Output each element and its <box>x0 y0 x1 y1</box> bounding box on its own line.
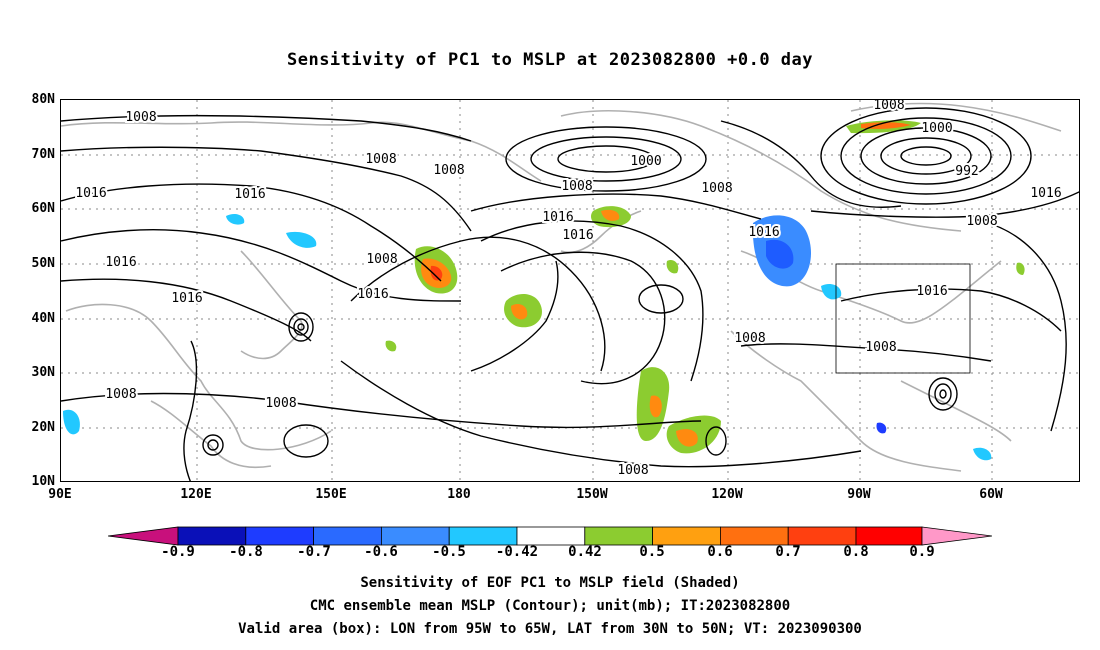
lon-label-120e: 120E <box>180 487 212 502</box>
colorbar-swatch <box>720 526 789 546</box>
lat-label-60n: 60N <box>31 201 55 216</box>
shade-negative-pacific <box>876 422 887 434</box>
contour-label: 1016 <box>75 186 106 201</box>
colorbar-tick-label: -0.9 <box>161 544 195 560</box>
contour-label: 992 <box>955 164 978 179</box>
colorbar-left-arrow <box>108 526 179 546</box>
contour-label: 1008 <box>617 463 648 478</box>
contour-label: 1016 <box>916 284 947 299</box>
graticule <box>61 100 1079 481</box>
contour-label: 1016 <box>171 291 202 306</box>
contour-label: 1008 <box>734 331 765 346</box>
colorbar-tick-label: -0.6 <box>364 544 398 560</box>
shade-positive-misc2 <box>666 260 679 274</box>
shade-orange-160w <box>511 304 528 320</box>
lat-label-30n: 30N <box>31 365 55 380</box>
colorbar-swatch <box>177 526 247 546</box>
colorbar-swatch <box>787 526 857 546</box>
colorbar-swatch <box>313 526 382 546</box>
lon-label-150e: 150E <box>315 487 347 502</box>
caption-line-2: CMC ensemble mean MSLP (Contour); unit(m… <box>309 598 791 614</box>
lat-label-10n: 10N <box>31 474 55 489</box>
lon-label-180: 180 <box>447 487 471 502</box>
contour-label: 1008 <box>966 214 997 229</box>
lon-label-150w: 150W <box>576 487 608 502</box>
lat-label-20n: 20N <box>31 420 55 435</box>
colorbar-swatch <box>516 526 586 546</box>
caption-line-1: Sensitivity of EOF PC1 to MSLP field (Sh… <box>360 575 740 591</box>
mslp-contours <box>61 107 1079 481</box>
shade-negative-ne-asia <box>226 213 245 225</box>
shade-positive-misc1 <box>385 340 397 352</box>
colorbar-swatch <box>584 526 653 546</box>
colorbar-tick-label: -0.7 <box>297 544 331 560</box>
caption-line-3: Valid area (box): LON from 95W to 65W, L… <box>238 621 862 637</box>
colorbar-swatch <box>652 526 721 546</box>
shade-orange-150w <box>601 209 620 221</box>
lon-label-60w: 60W <box>979 487 1003 502</box>
valid-area-box <box>835 263 971 374</box>
contour-label: 1000 <box>630 154 661 169</box>
colorbar-tick-label: 0.9 <box>909 544 935 560</box>
colorbar-tick-label: 0.7 <box>775 544 801 560</box>
contour-label: 1008 <box>105 387 136 402</box>
colorbar-swatch <box>855 526 923 546</box>
lon-label-90e: 90E <box>48 487 72 502</box>
colorbar-tick-label: 0.8 <box>843 544 869 560</box>
shade-orange-130w <box>649 395 662 418</box>
shade-red-dateline <box>430 265 443 281</box>
lat-label-70n: 70N <box>31 147 55 162</box>
colorbar-swatch <box>380 526 450 546</box>
lon-label-120w: 120W <box>711 487 743 502</box>
chart-title: Sensitivity of PC1 to MSLP at 2023082800… <box>286 50 813 70</box>
contour-label: 1016 <box>1030 186 1061 201</box>
map-canvas: 1008 1000 1008 1016 1016 1008 1008 1000 … <box>61 100 1079 481</box>
contour-label: 1016 <box>562 228 593 243</box>
colorbar-tick-label: -0.42 <box>495 544 539 560</box>
sensitivity-shading <box>63 120 1025 461</box>
contour-label: 1016 <box>748 225 779 240</box>
lat-label-40n: 40N <box>31 311 55 326</box>
contour-label-group: 1008 1000 1008 1016 1016 1008 1008 1000 … <box>73 100 1063 480</box>
colorbar <box>108 526 992 546</box>
contour-label: 1016 <box>542 210 573 225</box>
contour-label: 1008 <box>365 152 396 167</box>
contour-label: 1008 <box>366 252 397 267</box>
contour-label: 1008 <box>561 179 592 194</box>
shade-orange-120w <box>676 429 698 447</box>
colorbar-tick-label: -0.8 <box>229 544 263 560</box>
lat-label-50n: 50N <box>31 256 55 271</box>
shade-negative-bay-bengal <box>63 409 80 435</box>
colorbar-swatch <box>245 526 315 546</box>
shade-orange-arctic <box>861 122 911 129</box>
contour-label: 1008 <box>265 396 296 411</box>
colorbar-tick-label: -0.5 <box>432 544 466 560</box>
coastlines <box>61 102 1062 472</box>
lat-label-80n: 80N <box>31 92 55 107</box>
map-panel: 1008 1000 1008 1016 1016 1008 1008 1000 … <box>60 99 1080 482</box>
contour-label: 1016 <box>234 187 265 202</box>
shade-positive-atlantic <box>1016 262 1025 275</box>
contour-label: 1008 <box>865 340 896 355</box>
colorbar-right-arrow <box>921 526 992 546</box>
shade-negative-caribbean <box>973 447 992 461</box>
contour-label: 1016 <box>357 287 388 302</box>
contour-label: 1008 <box>701 181 732 196</box>
contour-label: 1008 <box>433 163 464 178</box>
contour-label: 1008 <box>125 110 156 125</box>
contour-label: 1000 <box>921 121 952 136</box>
colorbar-swatch <box>448 526 518 546</box>
shade-negative-lakes <box>821 284 842 300</box>
colorbar-tick-label: 0.42 <box>568 544 602 560</box>
contour-label: 1016 <box>105 255 136 270</box>
contour-label: 1008 <box>873 100 904 113</box>
colorbar-tick-label: 0.5 <box>639 544 665 560</box>
shade-negative-jp <box>286 231 317 248</box>
colorbar-tick-label: 0.6 <box>707 544 733 560</box>
shade-negative-canada-dark <box>766 239 794 269</box>
lon-label-90w: 90W <box>847 487 871 502</box>
